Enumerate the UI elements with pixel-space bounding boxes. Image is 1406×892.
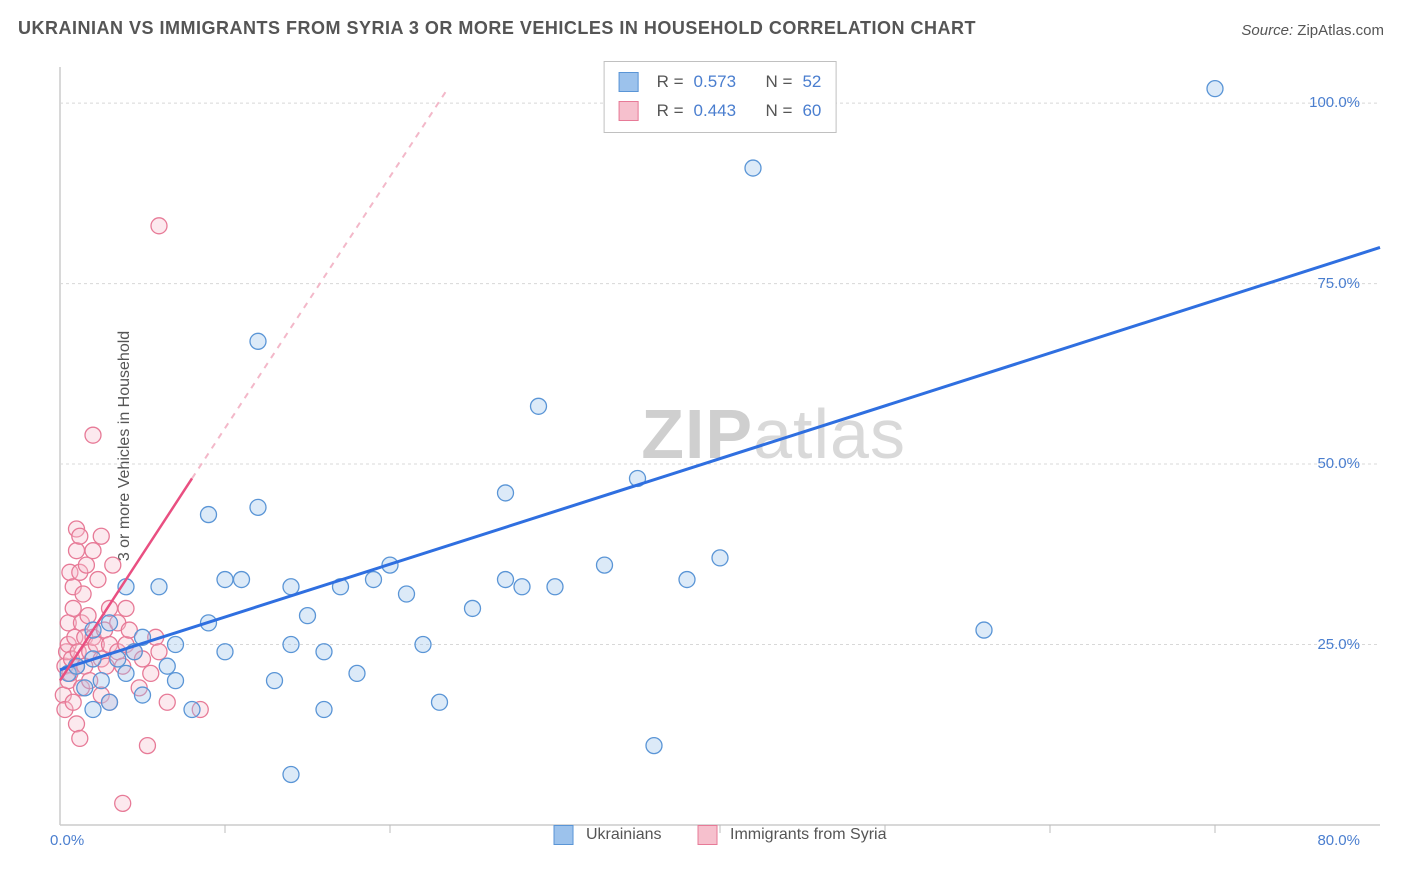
y-tick-label: 75.0% <box>1317 275 1360 292</box>
y-tick-label: 25.0% <box>1317 636 1360 653</box>
swatch-ukrainians <box>619 72 639 92</box>
n-label: N = <box>766 68 793 97</box>
series-legend: Ukrainians Immigrants from Syria <box>554 825 887 845</box>
legend-item-syria: Immigrants from Syria <box>698 825 887 845</box>
r-label: R = <box>657 97 684 126</box>
y-tick-label: 50.0% <box>1317 455 1360 472</box>
n-value-syria: 60 <box>802 97 821 126</box>
n-value-ukrainians: 52 <box>802 68 821 97</box>
swatch-syria <box>619 101 639 121</box>
source-label: Source: <box>1241 22 1293 39</box>
legend-row-ukrainians: R = 0.573 N = 52 <box>619 68 822 97</box>
swatch-icon-ukrainians <box>554 825 574 845</box>
r-label: R = <box>657 68 684 97</box>
legend-row-syria: R = 0.443 N = 60 <box>619 97 822 126</box>
legend-label-syria: Immigrants from Syria <box>730 826 886 843</box>
r-value-syria: 0.443 <box>694 97 737 126</box>
legend-item-ukrainians: Ukrainians <box>554 825 662 845</box>
scatter-chart <box>50 55 1390 845</box>
r-value-ukrainians: 0.573 <box>694 68 737 97</box>
x-tick-max: 80.0% <box>1317 832 1360 849</box>
n-label: N = <box>766 97 793 126</box>
correlation-legend: R = 0.573 N = 52 R = 0.443 N = 60 <box>604 61 837 133</box>
x-tick-min: 0.0% <box>50 832 84 849</box>
swatch-icon-syria <box>698 825 718 845</box>
y-tick-label: 100.0% <box>1309 94 1360 111</box>
chart-title: UKRAINIAN VS IMMIGRANTS FROM SYRIA 3 OR … <box>18 18 976 39</box>
plot-area: ZIPatlas 0.0% 80.0% R = 0.573 N = 52 R =… <box>50 55 1390 845</box>
legend-label-ukrainians: Ukrainians <box>586 826 662 843</box>
source-value: ZipAtlas.com <box>1297 22 1384 39</box>
source-attribution: Source: ZipAtlas.com <box>1241 22 1384 39</box>
